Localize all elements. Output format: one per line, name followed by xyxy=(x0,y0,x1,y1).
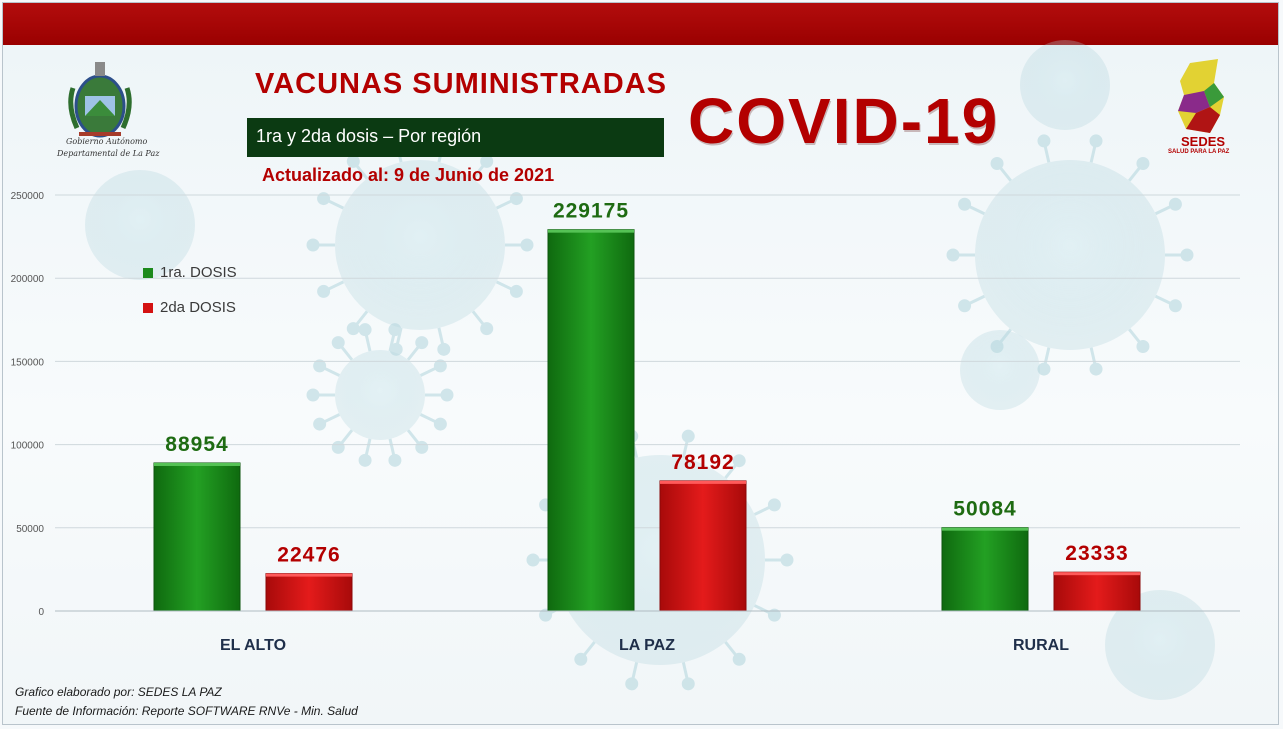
data-label: 88954 xyxy=(165,433,228,456)
bar xyxy=(547,229,635,612)
bar-highlight xyxy=(266,573,352,577)
bar xyxy=(153,462,241,612)
y-tick-label: 0 xyxy=(38,607,44,618)
logo-text-line1: Gobierno Autónomo xyxy=(66,137,148,146)
bar-highlight xyxy=(942,527,1028,531)
bar xyxy=(1053,571,1141,612)
x-tick-label: RURAL xyxy=(1013,637,1069,654)
x-tick-label: LA PAZ xyxy=(619,637,675,654)
bar xyxy=(659,480,747,612)
footer-source: Fuente de Información: Reporte SOFTWARE … xyxy=(15,704,358,718)
y-tick-label: 250000 xyxy=(11,191,45,202)
bar-highlight xyxy=(154,462,240,466)
bar xyxy=(265,573,353,612)
data-label: 22476 xyxy=(277,544,340,567)
footer-credit: Grafico elaborado por: SEDES LA PAZ xyxy=(15,685,222,699)
legend-label-2da: 2da DOSIS xyxy=(160,299,236,316)
x-tick-label: EL ALTO xyxy=(220,637,286,654)
subtitle-box xyxy=(247,118,664,157)
legend-label-1ra: 1ra. DOSIS xyxy=(160,264,237,281)
sedes-tagline: SALUD PARA LA PAZ xyxy=(1168,149,1230,155)
bar-highlight xyxy=(660,480,746,484)
data-label: 78192 xyxy=(671,451,734,474)
covid-heading: COVID-19 xyxy=(688,85,1000,157)
y-tick-label: 150000 xyxy=(11,357,45,368)
y-tick-label: 50000 xyxy=(16,524,44,535)
data-label: 50084 xyxy=(953,498,1016,521)
sedes-brand: SEDES xyxy=(1181,134,1226,149)
logo-text-line2: Departamental de La Paz xyxy=(57,149,160,158)
bar xyxy=(941,527,1029,612)
subtitle: 1ra y 2da dosis – Por región xyxy=(256,126,482,146)
sedes-map-logo xyxy=(1178,59,1224,133)
bar-highlight xyxy=(548,229,634,233)
updated-date: Actualizado al: 9 de Junio de 2021 xyxy=(262,165,555,185)
y-tick-label: 200000 xyxy=(11,274,45,285)
data-label: 229175 xyxy=(553,200,629,223)
legend-swatch-1ra xyxy=(143,268,153,278)
page-title: VACUNAS SUMINISTRADAS xyxy=(255,68,667,100)
bar-highlight xyxy=(1054,572,1140,576)
y-tick-label: 100000 xyxy=(11,441,45,452)
legend-swatch-2da xyxy=(143,303,153,313)
header-bar xyxy=(3,3,1279,45)
data-label: 23333 xyxy=(1065,542,1128,565)
gobierno-coat-of-arms-logo xyxy=(68,62,132,138)
